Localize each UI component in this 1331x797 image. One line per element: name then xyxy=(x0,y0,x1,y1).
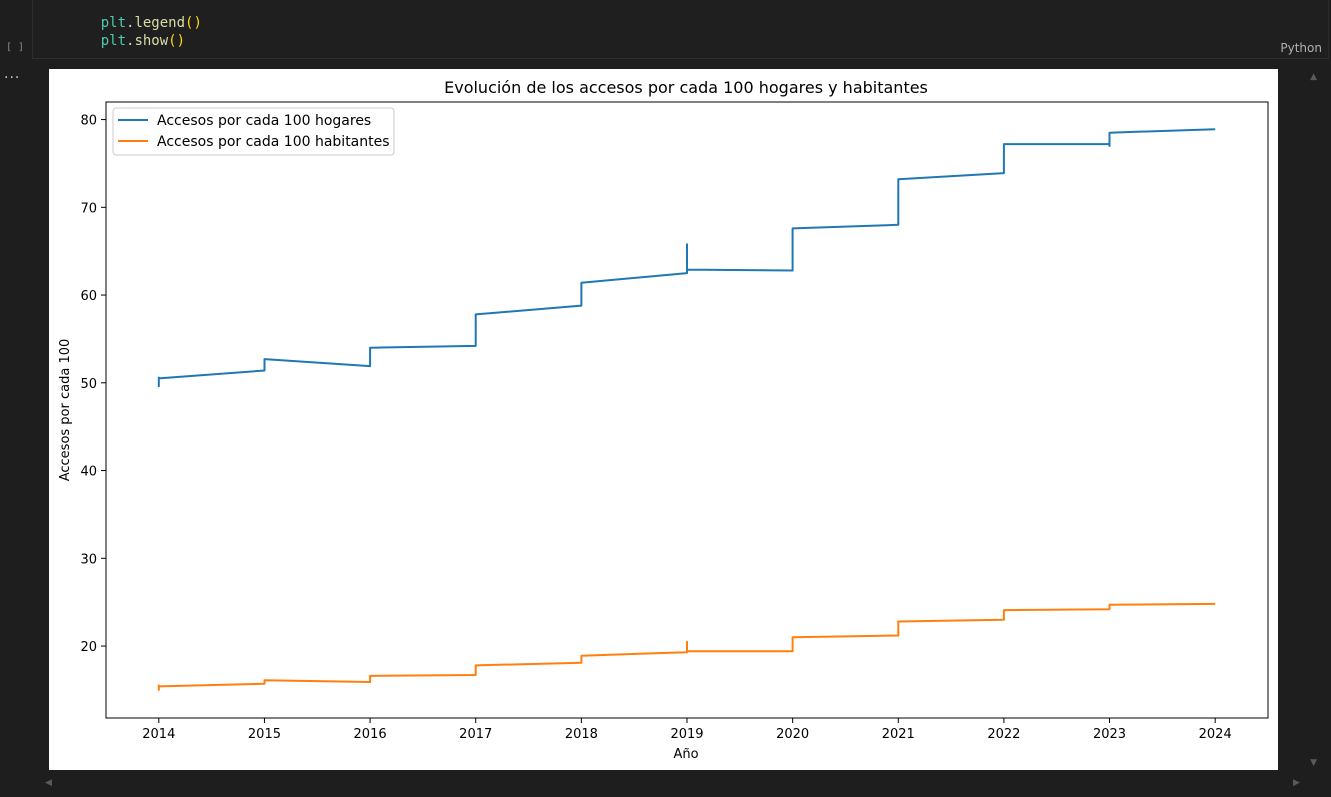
x-tick-label: 2018 xyxy=(565,727,598,742)
code-object: plt xyxy=(100,15,127,31)
code-args: () xyxy=(168,33,186,49)
x-tick-label: 2015 xyxy=(248,727,281,742)
x-tick-label: 2021 xyxy=(882,727,915,742)
y-tick-label: 40 xyxy=(80,465,97,480)
y-tick-label: 20 xyxy=(80,640,97,655)
code-line[interactable]: plt.legend() xyxy=(67,0,202,50)
code-cell[interactable]: plt.legend() plt.show() Python xyxy=(32,0,1329,59)
y-tick-label: 80 xyxy=(80,114,97,129)
x-axis-label: Año xyxy=(673,747,698,762)
y-tick-label: 60 xyxy=(80,289,97,304)
line-chart: Evolución de los accesos por cada 100 ho… xyxy=(58,78,1269,762)
legend-label: Accesos por cada 100 hogares xyxy=(157,113,371,129)
scroll-left-icon[interactable]: ◀ xyxy=(45,778,52,788)
cell-output: Evolución de los accesos por cada 100 ho… xyxy=(49,69,1278,770)
y-tick-label: 50 xyxy=(80,377,97,392)
code-function: legend xyxy=(134,15,186,31)
scroll-up-icon[interactable]: ▲ xyxy=(1310,72,1317,82)
x-tick-label: 2020 xyxy=(776,727,809,742)
scroll-down-icon[interactable]: ▼ xyxy=(1310,758,1317,768)
series-lines xyxy=(157,128,1216,691)
series-line xyxy=(157,128,1216,388)
output-menu-button[interactable]: ... xyxy=(4,66,21,82)
x-axis: 2014 2015 2016 2017 2018 2019 2020 2021 2022 2023… xyxy=(142,718,1232,742)
series-line xyxy=(157,602,1216,691)
x-tick-label: 2014 xyxy=(142,727,175,742)
horizontal-scrollbar[interactable]: ◀ ▶ xyxy=(0,771,1331,797)
plot-frame xyxy=(105,101,1269,719)
vertical-scrollbar[interactable]: ▲ ▼ xyxy=(1301,69,1331,770)
execution-count: [ ] xyxy=(6,42,25,53)
code-dot: . xyxy=(126,33,135,49)
chart-title: Evolución de los accesos por cada 100 ho… xyxy=(444,78,928,97)
code-line[interactable]: plt.show() xyxy=(67,14,185,68)
y-axis: 20 30 40 50 60 70 80 xyxy=(80,114,106,655)
legend-box xyxy=(112,107,395,156)
code-args: () xyxy=(185,15,202,31)
x-tick-label: 2017 xyxy=(459,727,492,742)
code-dot: . xyxy=(126,15,135,31)
scroll-right-icon[interactable]: ▶ xyxy=(1293,778,1300,788)
legend: Accesos por cada 100 hogares Accesos por… xyxy=(112,107,395,156)
y-axis-label: Accesos por cada 100 xyxy=(58,339,73,482)
y-tick-label: 30 xyxy=(80,552,97,567)
x-tick-label: 2024 xyxy=(1199,727,1232,742)
x-tick-label: 2023 xyxy=(1093,727,1126,742)
language-label[interactable]: Python xyxy=(1280,41,1322,55)
x-tick-label: 2019 xyxy=(670,727,703,742)
y-tick-label: 70 xyxy=(80,201,97,216)
x-tick-label: 2022 xyxy=(987,727,1020,742)
legend-label: Accesos por cada 100 habitantes xyxy=(157,134,390,150)
code-object: plt xyxy=(100,33,127,49)
code-function: show xyxy=(134,33,169,49)
x-tick-label: 2016 xyxy=(354,727,387,742)
